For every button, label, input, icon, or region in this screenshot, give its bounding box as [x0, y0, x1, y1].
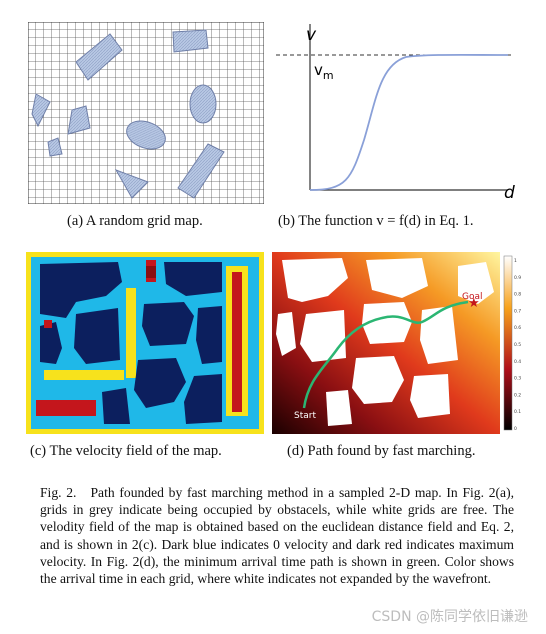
minimum-arrival-path	[302, 300, 469, 409]
panel-d-fast-marching: ★ Goal Start 1 0.9 0.8 0.7 0.6 0.5 0.4 0.3 0.2 0.…	[272, 252, 522, 434]
obstacle-3	[40, 322, 62, 364]
vertical-band	[126, 288, 136, 378]
obstacle-2	[164, 262, 222, 296]
obstacle-5	[189, 84, 217, 124]
hotspot-2	[44, 320, 52, 328]
unexpanded-3	[276, 312, 296, 356]
colorbar-tick-label: 0.4	[514, 359, 521, 365]
max-velocity-right	[232, 272, 242, 412]
colorbar-tick-label: 0	[514, 426, 517, 432]
colorbar	[503, 255, 513, 431]
border-band	[25, 251, 265, 435]
caption-d: (d) Path found by fast marching.	[287, 443, 476, 459]
fast-marching-svg: ★ Goal Start 1 0.9 0.8 0.7 0.6 0.5 0.4 0.3 0.2 0.…	[272, 252, 521, 434]
obstacle-4	[74, 308, 120, 364]
obstacle-9	[102, 388, 130, 424]
colorbar-tick-label: 0.6	[514, 325, 521, 331]
obstacle-1	[40, 262, 122, 318]
grid-background	[27, 21, 265, 205]
unexpanded-7	[352, 356, 404, 404]
obstacle-7	[134, 358, 186, 408]
caption-a: (a) A random grid map.	[67, 213, 203, 229]
colorbar-tick-label: 0.9	[514, 275, 521, 281]
colorbar-tick-label: 1	[514, 258, 517, 264]
colorbar-tick-label: 0.8	[514, 292, 521, 298]
x-axis-label: d	[504, 183, 515, 202]
figure-caption-text: Path founded by fast marching method in …	[40, 485, 514, 587]
obstacle-9	[47, 137, 63, 157]
figure-caption: Fig. 2. Path founded by fast marching met…	[40, 484, 514, 587]
obstacle-3	[31, 93, 51, 128]
obstacle-6	[196, 306, 222, 364]
unexpanded-8	[410, 374, 450, 418]
function-plot-svg: v vm d	[276, 24, 515, 203]
obstacle-1	[75, 33, 123, 81]
max-velocity-bottom-left	[36, 400, 96, 416]
colorbar-tick-label: 0.2	[514, 392, 521, 398]
colorbar-tick-label: 0.1	[514, 409, 521, 415]
obstacle-5	[142, 302, 194, 346]
start-label: Start	[294, 411, 316, 421]
panel-a-grid-map	[27, 21, 265, 205]
goal-marker: ★	[468, 296, 480, 311]
colorbar-tick-label: 0.3	[514, 376, 521, 382]
panel-b-function-plot: v vm d	[276, 20, 526, 203]
vm-label: vm	[314, 61, 334, 82]
unexpanded-2	[366, 258, 428, 298]
unexpanded-5	[362, 302, 412, 344]
panel-c-velocity-field	[25, 251, 265, 435]
y-axis-label: v	[306, 25, 317, 45]
obstacle-8	[114, 169, 149, 199]
caption-b: (b) The function v = f(d) in Eq. 1.	[278, 213, 474, 229]
figure-label: Fig. 2.	[40, 485, 77, 500]
csdn-watermark: CSDN @陈同学依旧谦逊	[371, 609, 528, 625]
sigmoid-curve	[309, 53, 509, 191]
hotspot-1	[146, 266, 156, 278]
unexpanded-1	[282, 258, 348, 302]
caption-c: (c) The velocity field of the map.	[30, 443, 222, 459]
colorbar-ticks: 1 0.9 0.8 0.7 0.6 0.5 0.4 0.3 0.2 0.1 0	[514, 258, 521, 432]
colorbar-tick-label: 0.7	[514, 308, 521, 314]
obstacle-6	[126, 120, 166, 150]
unexpanded-4	[300, 310, 346, 362]
goal-label: Goal	[462, 292, 483, 302]
obstacle-7	[177, 143, 225, 199]
obstacle-8	[184, 374, 222, 424]
obstacle-2	[172, 29, 209, 53]
unexpanded-10	[458, 262, 494, 304]
obstacle-4	[67, 105, 91, 135]
colorbar-tick-label: 0.5	[514, 342, 521, 348]
unexpanded-9	[326, 390, 352, 426]
unexpanded-6	[420, 306, 458, 364]
horizontal-band	[44, 370, 124, 380]
velocity-field-svg	[25, 251, 265, 435]
grid-map-svg	[27, 21, 265, 205]
